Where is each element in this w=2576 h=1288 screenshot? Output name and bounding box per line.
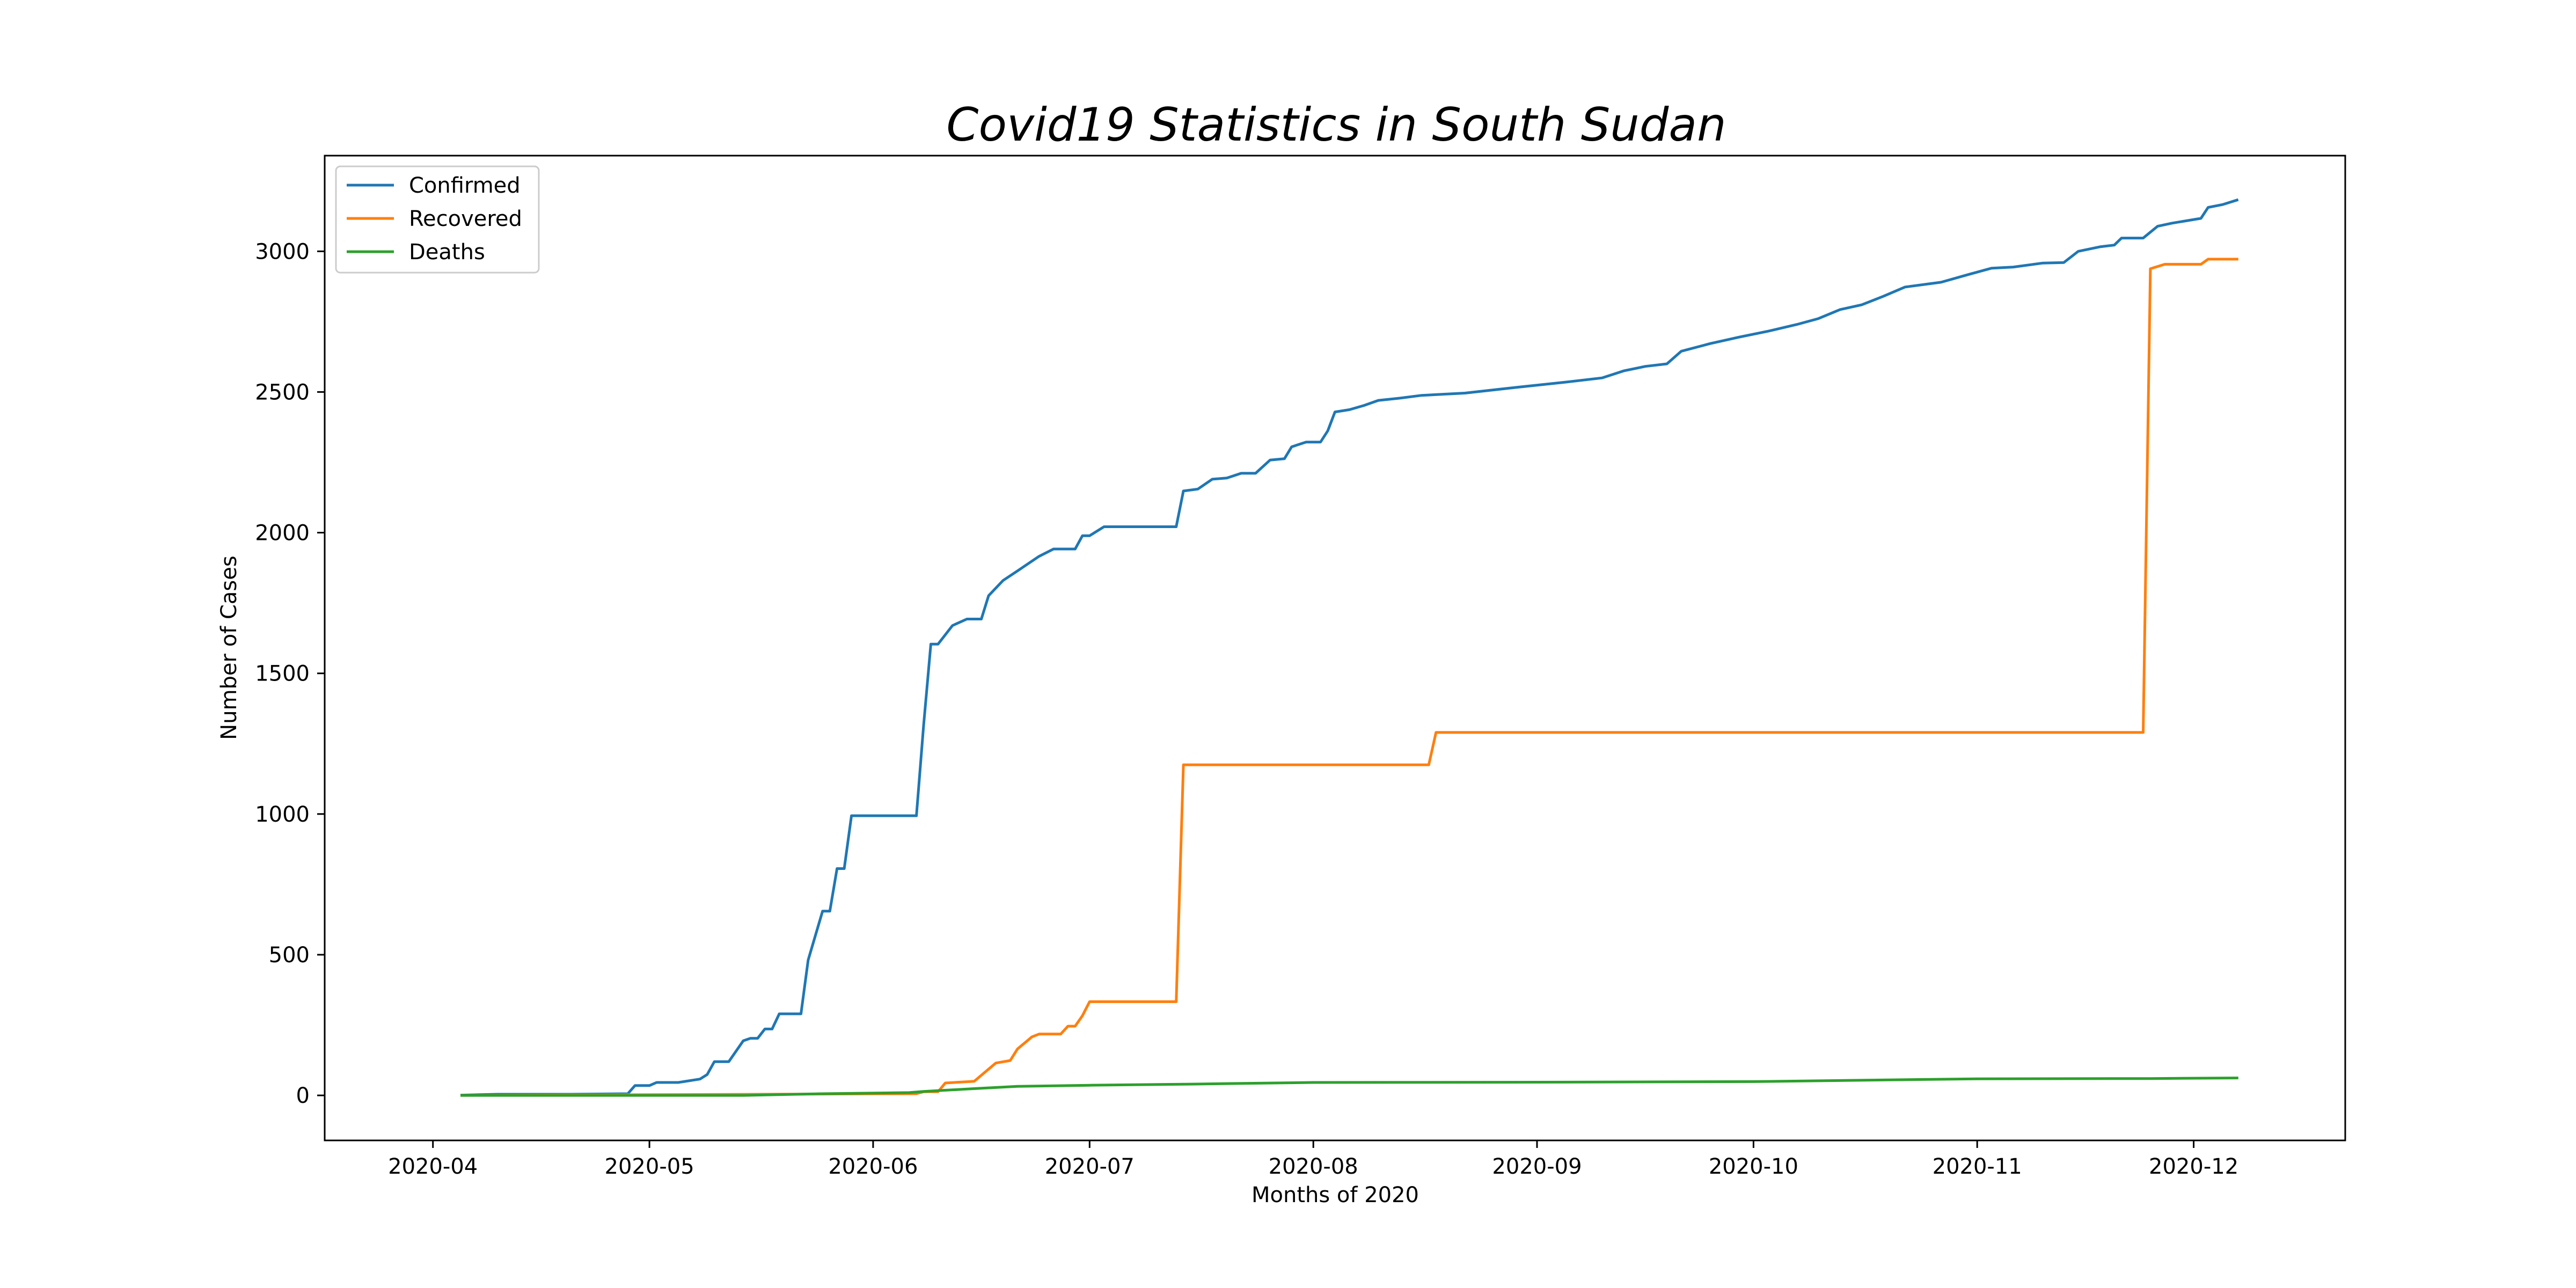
series-line-confirmed bbox=[460, 198, 2239, 1097]
legend-frame bbox=[335, 165, 540, 274]
y-tick-label: 0 bbox=[296, 1084, 310, 1108]
x-tick-label: 2020-11 bbox=[1933, 1154, 2022, 1179]
y-tick-label: 2500 bbox=[255, 380, 310, 405]
y-tick-label: 1500 bbox=[255, 662, 310, 686]
x-axis-label: Months of 2020 bbox=[1252, 1183, 1419, 1208]
x-tick-label: 2020-04 bbox=[388, 1154, 478, 1179]
legend-label-confirmed: Confirmed bbox=[409, 173, 521, 198]
x-tick-label: 2020-08 bbox=[1269, 1154, 1358, 1179]
x-tick-label: 2020-07 bbox=[1045, 1154, 1135, 1179]
x-tick-label: 2020-09 bbox=[1492, 1154, 1582, 1179]
legend-label-recovered: Recovered bbox=[409, 207, 522, 231]
y-tick-label: 3000 bbox=[255, 239, 310, 264]
series-line-deaths bbox=[460, 1077, 2238, 1097]
x-tick-label: 2020-05 bbox=[605, 1154, 694, 1179]
series-line-recovered bbox=[460, 258, 2238, 1097]
y-tick-label: 500 bbox=[269, 943, 310, 968]
y-axis: 0 500 1000 1500 2000 2500 3000 bbox=[255, 239, 325, 1108]
x-tick-label: 2020-12 bbox=[2149, 1154, 2238, 1179]
y-axis-label: Number of Cases bbox=[217, 555, 241, 740]
legend: Confirmed Recovered Deaths bbox=[335, 165, 540, 274]
x-tick-label: 2020-10 bbox=[1709, 1154, 1798, 1179]
x-tick-label: 2020-06 bbox=[828, 1154, 918, 1179]
x-axis: 2020-04 2020-05 2020-06 2020-07 2020-08 2020-… bbox=[388, 1140, 2238, 1179]
y-tick-label: 1000 bbox=[255, 802, 310, 827]
y-tick-label: 2000 bbox=[255, 521, 310, 546]
legend-label-deaths: Deaths bbox=[409, 240, 485, 265]
plot-area-frame bbox=[324, 155, 2346, 1141]
chart-title: Covid19 Statistics in South Sudan bbox=[946, 98, 1726, 152]
series-layer bbox=[460, 198, 2239, 1097]
